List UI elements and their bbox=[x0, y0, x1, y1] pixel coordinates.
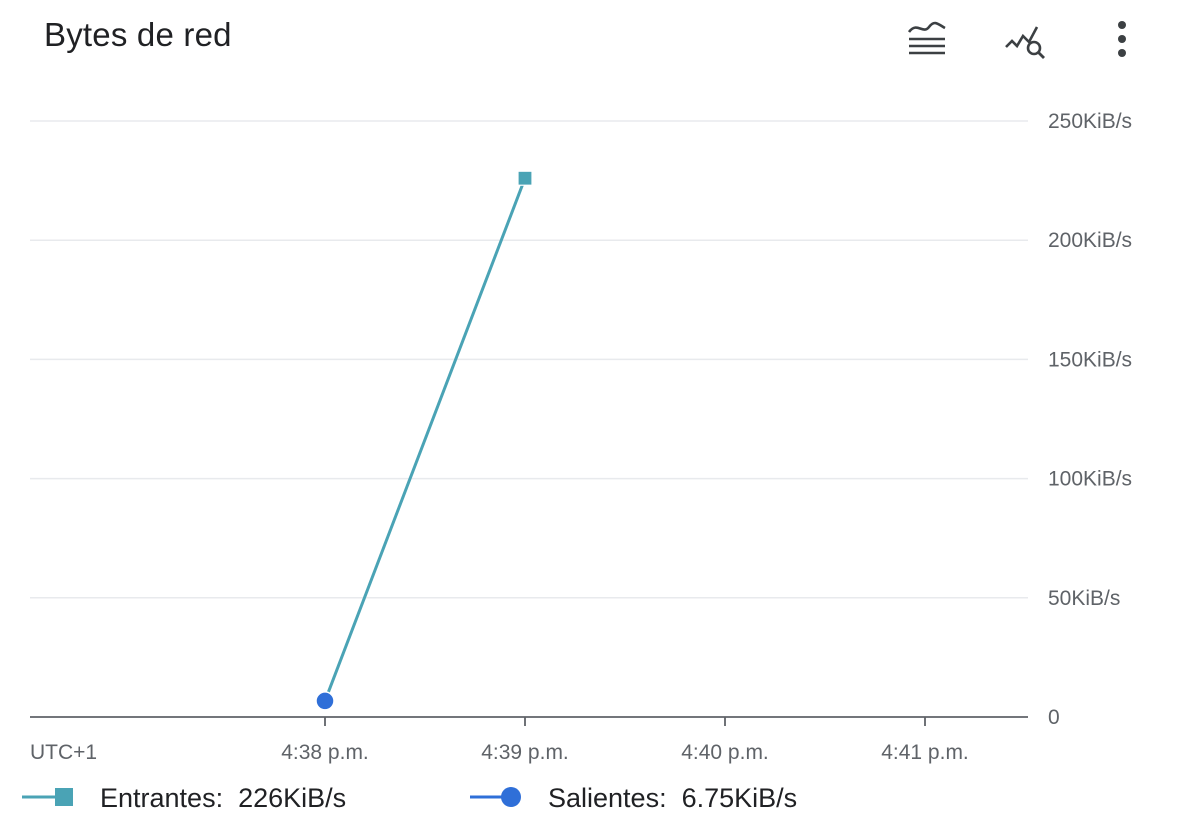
x-axis-ticks: 4:38 p.m. 4:39 p.m. 4:40 p.m. 4:41 p.m. bbox=[281, 717, 969, 764]
legend-label: Entrantes: 226KiB/s bbox=[100, 783, 346, 813]
y-tick-label: 0 bbox=[1048, 706, 1060, 729]
y-axis-ticks: 0 50KiB/s 100KiB/s 150KiB/s 200KiB/s 250KiB/s bbox=[1048, 110, 1132, 729]
series-point-salientes[interactable] bbox=[315, 691, 335, 711]
y-tick-label: 50KiB/s bbox=[1048, 587, 1120, 610]
y-tick-label: 200KiB/s bbox=[1048, 229, 1132, 252]
legend-lines-icon[interactable] bbox=[902, 14, 952, 64]
explore-chart-icon[interactable] bbox=[1000, 14, 1050, 64]
timezone-label: UTC+1 bbox=[30, 741, 97, 764]
legend-item-salientes[interactable]: Salientes: 6.75KiB/s bbox=[470, 783, 797, 813]
series-line-entrantes bbox=[323, 177, 527, 702]
legend-item-entrantes[interactable]: Entrantes: 226KiB/s bbox=[22, 783, 346, 813]
chart-title: Bytes de red bbox=[44, 16, 232, 53]
x-tick-label: 4:39 p.m. bbox=[481, 741, 569, 764]
y-tick-label: 100KiB/s bbox=[1048, 468, 1132, 491]
legend: Entrantes: 226KiB/s Salientes: 6.75KiB/s bbox=[22, 783, 797, 813]
grid-lines bbox=[30, 120, 1028, 599]
legend-swatch-marker bbox=[55, 788, 73, 806]
explore-chart-glyph bbox=[1005, 26, 1045, 59]
series-point-entrantes[interactable] bbox=[517, 170, 533, 186]
x-tick-label: 4:38 p.m. bbox=[281, 741, 369, 764]
legend-swatch-marker bbox=[501, 787, 521, 807]
series-marks bbox=[315, 170, 533, 711]
legend-lines-glyph bbox=[907, 21, 946, 55]
x-tick-label: 4:41 p.m. bbox=[881, 741, 969, 764]
more-vert-glyph bbox=[1118, 21, 1126, 57]
y-tick-label: 150KiB/s bbox=[1048, 348, 1132, 371]
legend-label: Salientes: 6.75KiB/s bbox=[548, 783, 797, 813]
y-tick-label: 250KiB/s bbox=[1048, 110, 1132, 133]
x-tick-label: 4:40 p.m. bbox=[681, 741, 769, 764]
more-vert-icon[interactable] bbox=[1097, 14, 1147, 64]
